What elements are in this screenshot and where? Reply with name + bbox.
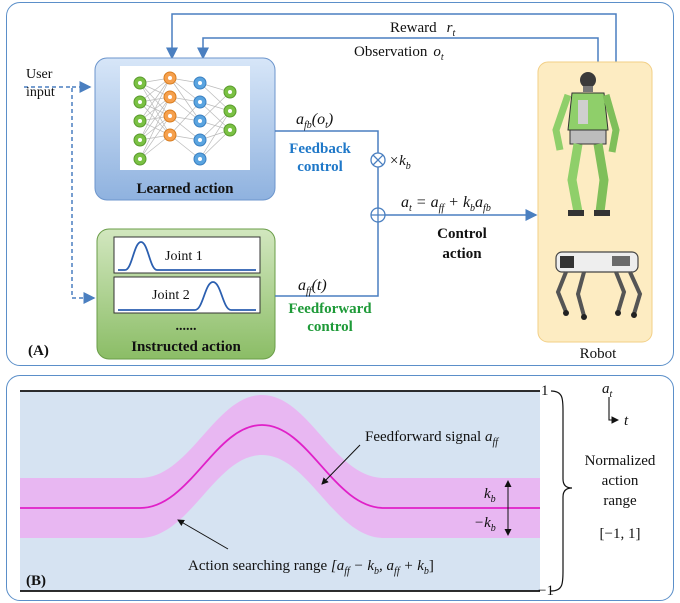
control-action-2: action: [442, 246, 482, 262]
reward-label: Reward rt: [390, 20, 456, 39]
feedforward-expression: aff(t): [298, 277, 327, 297]
neural-network-icon: [133, 71, 237, 166]
axes-x-label: t: [624, 413, 629, 429]
feedback-control-2: control: [297, 159, 343, 175]
instructed-action-title: Instructed action: [131, 339, 241, 355]
feedforward-control-1: Feedforward: [288, 301, 372, 317]
robot-label: Robot: [580, 346, 618, 362]
search-range-pointer: [177, 519, 229, 550]
joint2-label: Joint 2: [152, 288, 190, 303]
user-input-label-1: User: [26, 67, 53, 82]
quadruped-robot-icon: [555, 251, 643, 320]
panel-b-diagram: 1 −1 at t Normalized action range [−1, 1…: [20, 381, 656, 599]
kb-negative-label: −kb: [474, 515, 496, 534]
feedforward-line: [275, 222, 379, 297]
joint2-panel: [113, 276, 261, 314]
observation-line: [197, 37, 599, 62]
feedforward-pointer: [321, 444, 361, 485]
normalized-label-3: range: [603, 493, 637, 509]
feedforward-control-2: control: [307, 319, 353, 335]
axes-icon: [608, 397, 620, 424]
normalized-label-2: action: [602, 473, 639, 489]
joint1-label: Joint 1: [165, 249, 203, 264]
observation-label: Observation ot: [354, 44, 444, 63]
joint2-curve: [118, 281, 256, 311]
normalized-label-1: Normalized: [585, 453, 656, 469]
feedback-expression: afb(ot): [296, 111, 333, 131]
feedforward-signal-label: Feedforward signal aff: [365, 429, 499, 448]
control-action-1: Control: [437, 226, 487, 242]
reward-line: [166, 13, 617, 62]
gain-label: ×kb: [389, 153, 411, 172]
axes-y-label: at: [602, 381, 613, 400]
range-label: [−1, 1]: [600, 526, 641, 542]
joint1-curve: [118, 241, 256, 271]
search-range-band: [20, 395, 540, 538]
feedback-line: [275, 130, 379, 153]
tick-bottom: −1: [538, 583, 554, 599]
joints-ellipsis: ......: [176, 319, 197, 334]
panel-a-frame: [6, 2, 674, 366]
user-input-label-2: input: [26, 85, 55, 100]
humanoid-robot-icon: [552, 72, 620, 216]
search-range-label: Action searching range [aff − kb, aff + …: [188, 558, 434, 577]
tick-top: 1: [541, 383, 549, 399]
panel-b-label: (B): [26, 573, 46, 589]
panel-b-frame: [6, 375, 674, 601]
panel-a-diagram: User input Reward rt Observation ot Learne…: [24, 13, 653, 362]
feedback-control-1: Feedback: [289, 141, 351, 157]
kb-positive-label: kb: [484, 486, 496, 505]
learned-action-title: Learned action: [136, 181, 234, 197]
range-brace: [550, 390, 573, 592]
panel-a-label: (A): [28, 343, 49, 359]
feedforward-signal-curve: [20, 424, 540, 509]
user-input-line: [24, 86, 96, 304]
control-equation: at = aff + kbafb: [401, 194, 491, 214]
